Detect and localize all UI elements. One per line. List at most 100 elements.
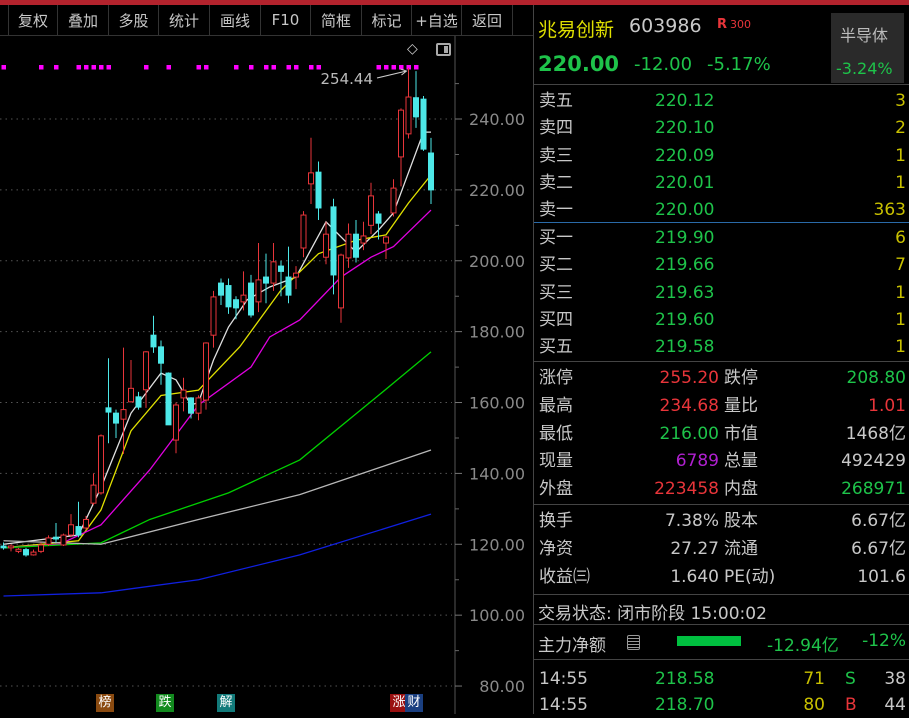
candle-body: [105, 407, 112, 413]
order-price: 220.10: [655, 118, 715, 139]
candle-body: [338, 254, 344, 309]
stat-label: 总量: [724, 451, 758, 472]
candle-body: [308, 172, 314, 185]
stats-row: 现量 6789 总量 492429: [534, 448, 909, 474]
high-price-label: 254.44: [321, 70, 374, 88]
order-price: 219.66: [655, 255, 715, 276]
event-badge[interactable]: 财: [405, 694, 423, 712]
stat-value: 223458: [654, 479, 719, 500]
candle-body: [165, 372, 172, 426]
top-marker: [106, 65, 111, 70]
stats-table-2: 换手 7.38% 股本 6.67亿 净资 27.27 流通 6.67亿 收益㈢ 1.640 PE(动…: [534, 505, 909, 595]
candle-body: [53, 536, 59, 540]
candle-body: [390, 187, 397, 214]
candle-body: [173, 404, 179, 441]
event-badge[interactable]: 跌: [156, 694, 174, 712]
top-marker: [196, 65, 201, 70]
event-badge[interactable]: 解: [217, 694, 235, 712]
candle-body: [195, 397, 202, 414]
trade-row: 14:55 218.58 71 S 38: [534, 666, 909, 692]
y-tick-label: 100.00: [469, 606, 525, 625]
diamond-icon[interactable]: ◇: [407, 41, 418, 57]
stat-label: 流通: [724, 539, 758, 559]
toolbar-button-1[interactable]: 叠加: [58, 5, 109, 35]
order-level: 卖三: [539, 145, 573, 166]
event-badge[interactable]: 涨: [390, 694, 408, 712]
order-row-sell: 卖一 220.00 363: [534, 197, 909, 223]
toolbar-button-2[interactable]: 多股: [109, 5, 159, 35]
toolbar-button-6[interactable]: 简框: [311, 5, 362, 35]
sector-button[interactable]: 半导体 -3.24%: [831, 13, 904, 83]
order-price: 219.63: [655, 282, 715, 303]
candle-body: [255, 279, 262, 303]
candle-body: [98, 435, 104, 494]
stat-value: 255.20: [659, 368, 719, 388]
order-row-sell: 卖三 220.09 1: [534, 143, 909, 169]
kline-chart[interactable]: 240.00 220.00 200.00 180.00 160.00 140.00 120.…: [0, 36, 533, 714]
stat-label: 内盘: [724, 479, 758, 500]
candle-body: [428, 152, 434, 191]
top-marker: [384, 65, 389, 70]
order-volume: 1: [895, 309, 906, 330]
top-marker: [84, 65, 89, 70]
candle-body: [353, 233, 359, 258]
candle-body: [8, 545, 14, 549]
order-volume: 6: [895, 228, 906, 248]
candle-body: [158, 346, 164, 364]
toolbar-button-9[interactable]: 返回: [462, 5, 513, 35]
candle-body: [315, 171, 322, 209]
y-tick-label: 140.00: [469, 464, 525, 483]
order-volume: 1: [895, 337, 906, 358]
order-row-sell: 卖四 220.10 2: [534, 115, 909, 141]
top-marker: [39, 65, 44, 70]
event-badge[interactable]: 榜: [96, 694, 114, 712]
candle-body: [60, 534, 67, 546]
candle-body: [398, 109, 404, 158]
stat-value: 1.640: [670, 567, 719, 587]
stock-name: 兆易创新: [538, 19, 615, 41]
pct-change: -5.17%: [707, 54, 771, 75]
stat-label: 股本: [724, 511, 758, 531]
order-level: 卖五: [539, 91, 573, 111]
order-level: 买三: [539, 282, 573, 303]
candle-body: [38, 544, 44, 552]
toolbar-button-3[interactable]: 统计: [159, 5, 210, 35]
top-marker: [249, 65, 254, 70]
top-marker: [391, 65, 396, 70]
stat-label: 涨停: [539, 368, 573, 388]
stats-row: 净资 27.27 流通 6.67亿: [534, 536, 909, 562]
panel-toggle-icon[interactable]: [436, 43, 451, 56]
top-marker: [376, 65, 381, 70]
top-marker: [1, 65, 6, 70]
toolbar-button-7[interactable]: 标记: [362, 5, 412, 35]
y-tick-label: 220.00: [469, 181, 525, 200]
trade-time: 14:55: [539, 695, 588, 715]
candle-body: [330, 206, 337, 276]
candle-body: [233, 299, 239, 309]
top-marker: [406, 65, 411, 70]
candle-body: [68, 524, 74, 536]
candle-body: [413, 97, 419, 118]
stat-value: 216.00: [659, 423, 719, 444]
list-icon[interactable]: [627, 635, 640, 650]
stat-label: 最低: [539, 423, 573, 444]
toolbar-button-8[interactable]: +自选: [412, 5, 462, 35]
ma120-line: [3, 449, 432, 545]
candle-body: [90, 484, 97, 504]
top-marker: [166, 65, 171, 70]
stat-value: 492429: [841, 451, 906, 472]
stat-label: PE(动): [724, 567, 776, 587]
trade-time: 14:55: [539, 669, 588, 689]
toolbar-button-5[interactable]: F10: [261, 5, 311, 35]
candle-body: [278, 265, 284, 272]
toolbar-button-4[interactable]: 画线: [210, 5, 261, 35]
trade-count: 38: [884, 669, 906, 689]
toolbar-button-0[interactable]: 复权: [9, 5, 58, 35]
stat-label: 净资: [539, 539, 573, 559]
trade-row: 14:55 218.70 80 B 44: [534, 692, 909, 718]
stat-value: 268971: [841, 479, 906, 500]
order-level: 买四: [539, 309, 573, 330]
order-volume: 363: [873, 200, 906, 221]
top-marker: [54, 65, 59, 70]
ma250-line: [3, 513, 432, 597]
